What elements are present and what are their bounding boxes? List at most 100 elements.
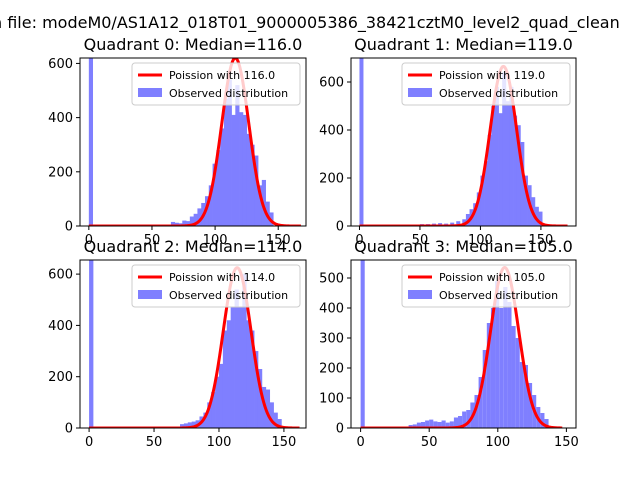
histogram-bar (193, 213, 198, 226)
y-tick-label: 200 (48, 165, 73, 180)
axes-frame (350, 259, 577, 429)
histogram-bar (466, 410, 471, 428)
histogram-bar (476, 192, 481, 226)
legend: Poission with 119.0 Observed distribution (401, 62, 571, 106)
y-tick-label: 400 (48, 319, 73, 334)
histogram-bar (420, 422, 426, 428)
histogram-bar (359, 58, 364, 226)
histogram-bar (182, 220, 187, 226)
axes-frame (79, 57, 307, 227)
histogram-bar (445, 422, 450, 428)
legend-box (401, 264, 571, 308)
histogram-bar (234, 289, 239, 428)
histogram-bar (203, 412, 208, 428)
histogram-bar (208, 185, 213, 226)
legend-box (401, 62, 571, 106)
histogram-bar (89, 260, 94, 428)
histogram-bar (502, 72, 507, 226)
histogram-bar (491, 106, 496, 226)
histogram-bar (429, 419, 434, 428)
y-tick-label: 600 (48, 268, 73, 283)
histogram-bar (187, 422, 193, 428)
histogram-bar (538, 211, 543, 226)
poisson-curve (359, 266, 564, 428)
histogram-bar (412, 424, 417, 428)
histogram-bar (509, 86, 514, 226)
histogram-bar (269, 402, 274, 428)
legend-label-observed: Observed distribution (439, 289, 558, 302)
histogram-bar (540, 413, 545, 428)
histogram-bar (478, 377, 483, 428)
y-tick-label: 0 (336, 220, 344, 235)
histogram-bar (242, 274, 247, 428)
histogram-bar (449, 421, 454, 428)
histogram-bar (520, 142, 525, 226)
x-tick-label: 100 (207, 435, 232, 450)
legend-bar-swatch (138, 88, 162, 97)
x-tick-label: 0 (85, 435, 93, 450)
histogram-bar (170, 221, 176, 226)
legend-label-poisson: Poission with 116.0 (169, 69, 275, 82)
histogram-bar (527, 383, 533, 428)
histogram-bar (180, 424, 185, 428)
histogram-bar (456, 221, 461, 226)
histogram-bar (183, 423, 189, 428)
histogram-bar (242, 114, 248, 226)
histogram-bar (507, 302, 512, 428)
histogram-bar (197, 208, 202, 226)
y-tick-label: 500 (319, 272, 344, 287)
panel-title: Quadrant 3: Median=105.0 (354, 237, 573, 256)
x-tick-label: 0 (355, 233, 363, 248)
histogram-bar (239, 112, 244, 226)
histogram-bar (230, 307, 235, 428)
histogram-bar (490, 308, 496, 428)
panel-title: Quadrant 1: Median=119.0 (354, 35, 573, 54)
histogram-bar (258, 185, 263, 226)
histogram-bar (216, 150, 221, 226)
panels: 0 50 100 150 0 200 400 600 Quadrant 0: Median=11… (48, 35, 579, 450)
histogram-bar (450, 222, 455, 226)
histogram-bar (462, 411, 467, 428)
histogram-bar (484, 161, 489, 226)
histogram-bar (505, 101, 510, 226)
y-tick-label: 400 (319, 124, 344, 139)
histogram-bar (433, 421, 438, 428)
histogram-bar (212, 163, 217, 226)
histogram-bar (513, 115, 518, 226)
histogram-bar (486, 323, 491, 428)
quadrant-panel-3: 0 50 100 150 0 100 200 300 400 500 Quadrant 3: Med… (319, 237, 579, 450)
histogram-bar (250, 330, 255, 428)
histogram-bar (223, 98, 229, 226)
histogram-bar (453, 417, 459, 428)
x-tick-label: 100 (203, 233, 228, 248)
x-tick-label: 150 (529, 233, 554, 248)
y-tick-label: 200 (319, 362, 344, 377)
x-tick-label: 0 (356, 435, 364, 450)
y-tick-label: 200 (48, 370, 73, 385)
histogram-bar (473, 203, 478, 226)
panel-title: Quadrant 2: Median=114.0 (84, 237, 303, 256)
y-tick-label: 400 (319, 302, 344, 317)
legend: Poission with 116.0 Observed distribution (131, 62, 301, 106)
x-tick-label: 150 (554, 435, 579, 450)
histogram-bar (437, 422, 442, 428)
x-tick-label: 150 (272, 435, 297, 450)
plot-area (87, 58, 302, 226)
histogram-bar (503, 287, 508, 428)
histogram-bar (458, 416, 463, 428)
figure-suptitle: n file: modeM0/AS1A12_018T01_9000005386_… (0, 13, 620, 33)
histogram-bar (523, 175, 528, 226)
histogram-bar (204, 196, 210, 226)
y-tick-label: 100 (319, 392, 344, 407)
legend-box (131, 62, 301, 106)
quadrant-panel-0: 0 50 100 150 0 200 400 600 Quadrant 0: Median=11… (48, 35, 307, 248)
poisson-curve (87, 58, 302, 226)
histogram-bar (516, 125, 521, 226)
histogram-bar (246, 320, 251, 428)
histogram-bar (238, 307, 243, 428)
histogram-bar (494, 86, 499, 226)
legend-bar-swatch (408, 290, 432, 299)
x-tick-label: 50 (144, 233, 161, 248)
x-tick-label: 100 (485, 435, 510, 450)
